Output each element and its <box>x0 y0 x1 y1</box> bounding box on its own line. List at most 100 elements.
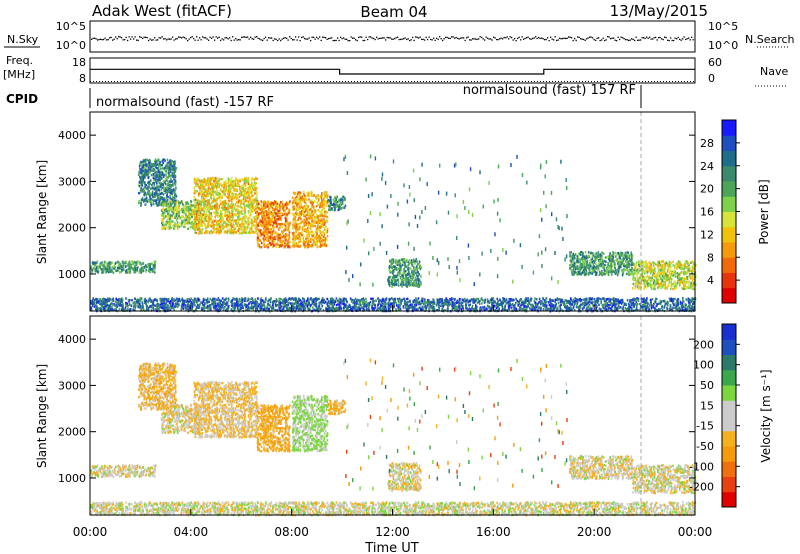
power-cell <box>279 245 281 248</box>
noise-point <box>667 39 669 41</box>
power-cell <box>142 166 144 169</box>
power-cell <box>155 166 157 169</box>
noise-point <box>415 36 417 38</box>
power-cell <box>218 192 221 196</box>
power-cell <box>318 220 320 224</box>
power-cell <box>327 204 330 208</box>
power-cell <box>324 227 326 230</box>
power-cell <box>282 239 284 243</box>
power-cell <box>187 216 190 219</box>
power-cell <box>217 228 220 231</box>
power-cell <box>195 202 198 205</box>
power-cell <box>220 206 223 209</box>
power-cell <box>245 179 248 182</box>
power-cell <box>271 220 274 223</box>
power-cell <box>403 258 405 261</box>
power-cell <box>285 237 287 240</box>
power-cell <box>195 179 198 182</box>
noise-point <box>172 36 174 38</box>
power-cell <box>294 214 297 217</box>
power-cell <box>200 200 203 204</box>
noise-point <box>283 37 285 39</box>
power-cell <box>584 260 587 264</box>
noise-point <box>91 38 93 40</box>
power-cell <box>236 189 239 193</box>
power-cell <box>303 193 305 196</box>
power-cell <box>152 270 155 273</box>
power-cell <box>342 206 344 209</box>
power-cell <box>151 183 153 187</box>
power-cell <box>236 208 238 211</box>
power-cell <box>215 203 217 207</box>
power-cell <box>302 211 304 214</box>
power-cell <box>210 229 213 233</box>
power-cell <box>144 266 146 269</box>
noise-point <box>125 36 127 39</box>
power-cell <box>247 182 250 185</box>
power-cell <box>213 190 216 194</box>
power-cell <box>160 204 162 207</box>
power-cell <box>139 162 141 165</box>
noise-point <box>218 36 220 38</box>
power-cell <box>148 162 150 165</box>
power-cell <box>315 221 317 224</box>
power-cell <box>308 234 310 238</box>
power-cell <box>118 267 121 270</box>
power-cell <box>170 200 173 203</box>
power-cell <box>228 185 230 188</box>
noise-point <box>590 36 592 38</box>
power-cell <box>130 266 133 269</box>
power-cell <box>147 166 150 169</box>
power-cell <box>167 169 170 173</box>
noise-point <box>503 36 505 39</box>
power-cell <box>232 186 234 189</box>
power-cell <box>228 190 231 194</box>
power-cell <box>319 231 322 235</box>
power-cell <box>205 216 207 219</box>
noise-point <box>253 38 255 40</box>
power-cell <box>133 268 135 271</box>
power-cell <box>312 205 315 208</box>
power-cell <box>210 216 212 220</box>
power-cell <box>160 213 163 217</box>
noise-point <box>577 36 579 38</box>
power-cell <box>255 203 258 206</box>
power-cell <box>209 181 212 184</box>
noise-point <box>683 36 685 38</box>
power-cell <box>237 209 239 212</box>
power-cell <box>184 205 186 208</box>
power-cell <box>278 243 281 247</box>
power-cell <box>111 270 114 273</box>
power-cell <box>403 278 405 282</box>
power-cell <box>394 281 396 284</box>
noise-point <box>505 37 507 39</box>
noise-point <box>484 39 486 41</box>
power-cell <box>152 182 154 185</box>
power-cell <box>260 204 262 207</box>
power-cell <box>262 220 265 223</box>
power-cell <box>310 237 313 241</box>
power-cell <box>296 212 299 215</box>
power-cell <box>197 224 199 227</box>
power-cell <box>219 210 222 213</box>
power-cell <box>138 201 140 205</box>
power-cell <box>214 213 217 217</box>
power-cell <box>201 195 203 198</box>
noise-point <box>541 37 543 39</box>
power-cell <box>250 178 253 181</box>
noise-point <box>535 36 537 38</box>
power-cell <box>254 218 256 221</box>
power-cell <box>267 214 270 218</box>
power-cell <box>193 228 196 231</box>
power-cell <box>320 225 322 228</box>
noise-point <box>115 36 117 38</box>
noise-point <box>439 36 441 38</box>
power-cell <box>284 235 287 238</box>
power-cell <box>400 283 403 287</box>
power-cell <box>160 167 162 170</box>
power-cell <box>323 192 326 196</box>
power-cell <box>314 230 317 234</box>
power-cell <box>338 200 340 203</box>
power-cell <box>323 197 325 200</box>
power-cell <box>262 244 265 247</box>
